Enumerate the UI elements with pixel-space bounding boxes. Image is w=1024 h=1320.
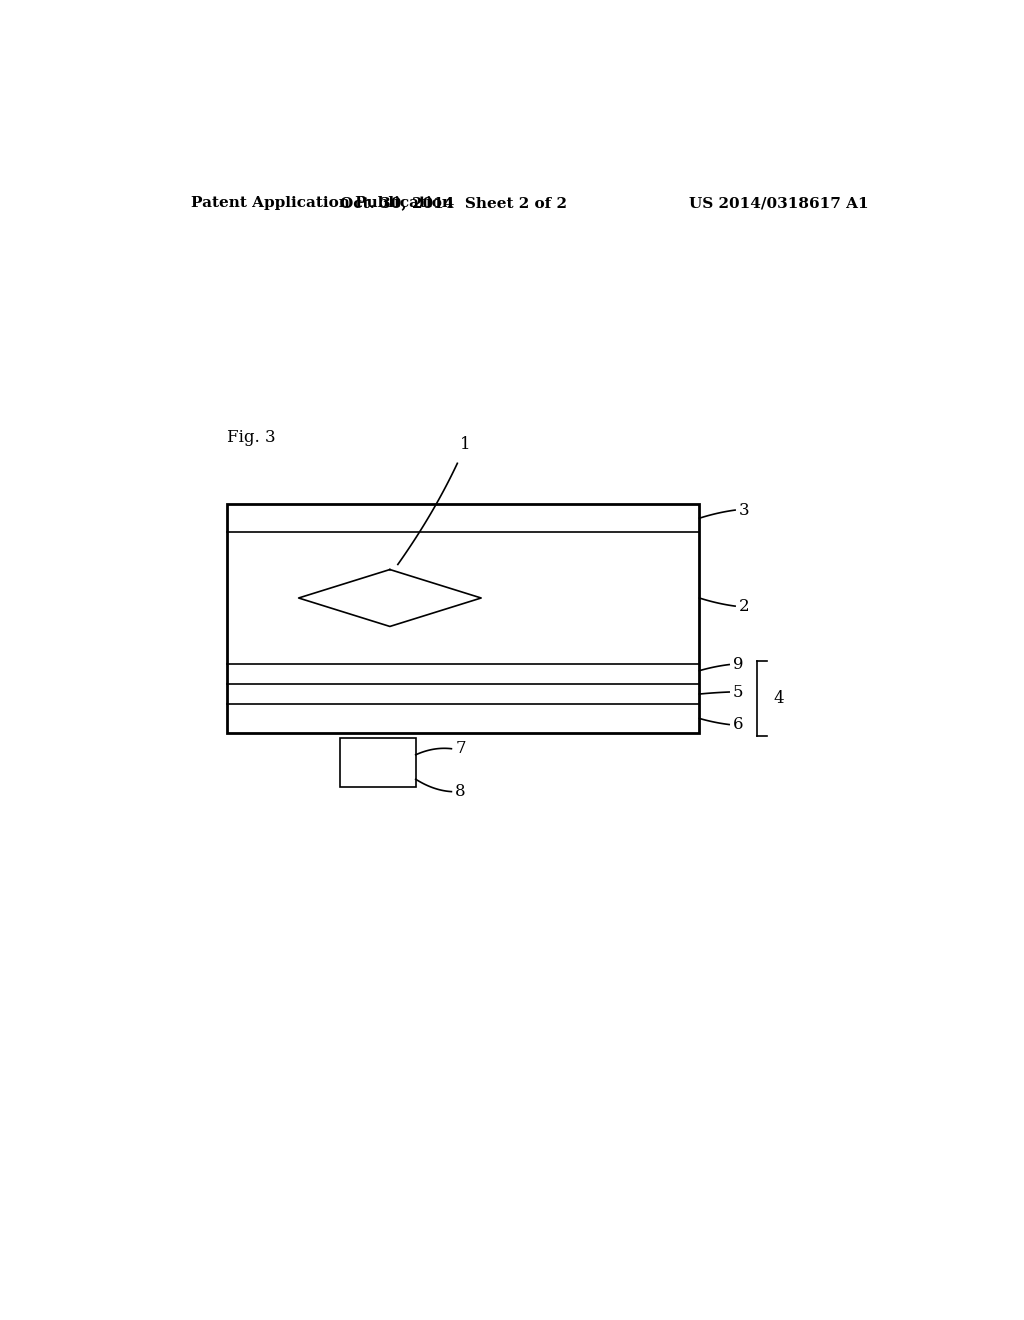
Bar (340, 738, 416, 787)
Text: 7: 7 (456, 741, 466, 758)
Bar (227, 504, 699, 733)
Text: 8: 8 (456, 783, 466, 800)
Text: 4: 4 (773, 689, 783, 706)
Text: 9: 9 (733, 656, 743, 673)
Text: 1: 1 (460, 436, 471, 453)
Text: 3: 3 (739, 502, 750, 519)
Text: 5: 5 (733, 684, 743, 701)
Text: Fig. 3: Fig. 3 (227, 429, 275, 446)
Text: 2: 2 (739, 598, 750, 615)
Text: 6: 6 (733, 715, 743, 733)
Text: US 2014/0318617 A1: US 2014/0318617 A1 (689, 197, 868, 210)
Text: Patent Application Publication: Patent Application Publication (191, 197, 454, 210)
Text: Oct. 30, 2014  Sheet 2 of 2: Oct. 30, 2014 Sheet 2 of 2 (340, 197, 567, 210)
